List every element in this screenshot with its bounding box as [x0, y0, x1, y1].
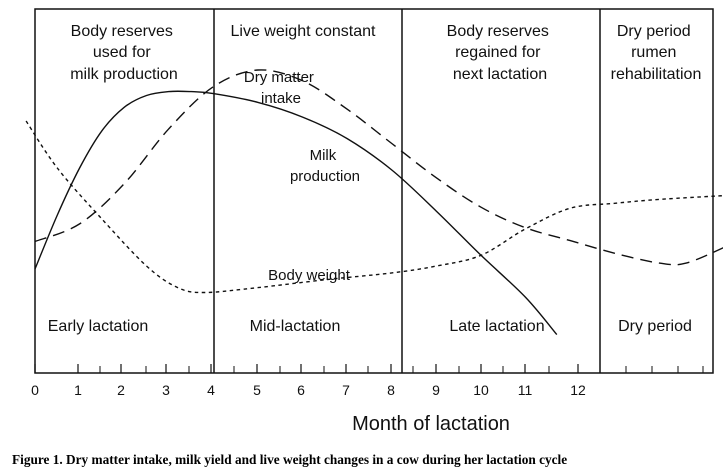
phase-3-label: Late lactation [449, 318, 544, 335]
phase-4-description-line: rumen [631, 44, 676, 61]
phase-3-description-line: Body reserves [447, 23, 549, 40]
dry-matter-intake-label-line: Dry matter [244, 69, 314, 86]
x-axis-title: Month of lactation [352, 413, 510, 435]
x-tick-label: 10 [473, 382, 489, 398]
milk-production-label: Milk production [290, 147, 360, 185]
dry-matter-intake-curve [34, 69, 723, 266]
dry-matter-intake-label-line: intake [261, 90, 301, 107]
phase-4-description: Dry period rumen rehabilitation [611, 23, 702, 83]
phase-1-description-line: used for [93, 44, 151, 61]
x-tick-label: 3 [162, 382, 170, 398]
phase-2-description: Live weight constant [231, 23, 377, 40]
x-tick-label: 9 [432, 382, 440, 398]
milk-production-curve [34, 90, 558, 336]
x-tick-label: 8 [387, 382, 395, 398]
x-tick-label: 12 [570, 382, 586, 398]
phase-3-description-line: next lactation [453, 66, 547, 83]
milk-production-label-line: Milk [310, 147, 337, 164]
phase-4-description-line: rehabilitation [611, 66, 702, 83]
x-tick-label: 2 [117, 382, 125, 398]
phase-1-description-line: milk production [70, 66, 178, 83]
milk-production-label-line: production [290, 168, 360, 185]
phase-1-description: Body reserves used for milk production [70, 23, 178, 83]
phase-3-description: Body reserves regained for next lactatio… [447, 23, 554, 83]
figure-caption: Figure 1. Dry matter intake, milk yield … [12, 452, 568, 467]
phase-3-description-line: regained for [455, 44, 541, 61]
x-tick-label: 4 [207, 382, 215, 398]
x-tick-label: 7 [342, 382, 350, 398]
x-tick-label: 6 [297, 382, 305, 398]
x-tick-label: 1 [74, 382, 82, 398]
x-tick-label: 11 [518, 382, 533, 398]
dry-matter-intake-label: Dry matter intake [244, 69, 318, 107]
x-tick-label: 0 [31, 382, 39, 398]
body-weight-curve [25, 120, 723, 294]
phase-4-label: Dry period [618, 318, 692, 335]
body-weight-label: Body weight [268, 267, 351, 284]
diagram-frame [34, 8, 714, 374]
phase-1-description-line: Body reserves [71, 23, 173, 40]
phase-2-description-line: Live weight constant [231, 23, 377, 40]
phase-2-label: Mid-lactation [250, 318, 341, 335]
phase-4-description-line: Dry period [617, 23, 691, 40]
phase-1-label: Early lactation [48, 318, 149, 335]
x-axis-ticks: 0 1 2 3 4 5 6 7 8 9 10 11 12 [31, 364, 704, 398]
x-tick-label: 5 [253, 382, 261, 398]
